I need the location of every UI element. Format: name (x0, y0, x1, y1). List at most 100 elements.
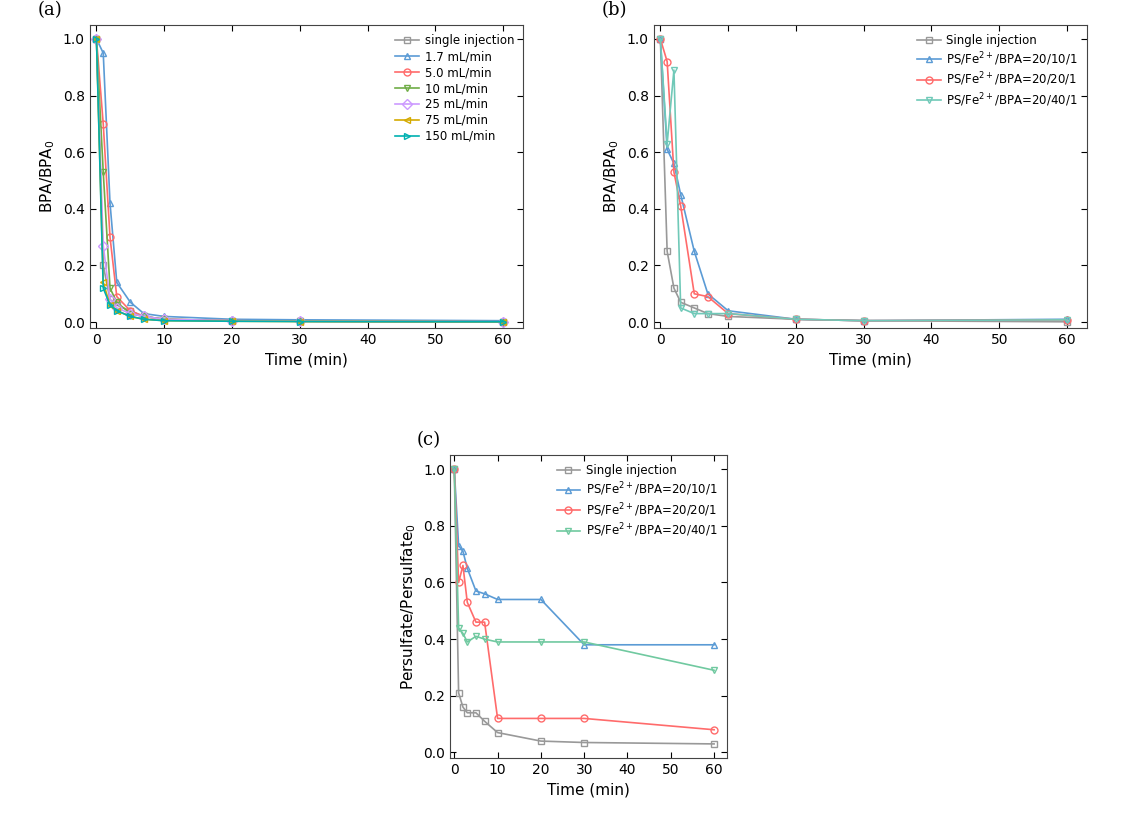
Line: single injection: single injection (93, 35, 507, 325)
PS/Fe$^{2+}$/BPA=20/20/1 (577, 714, 591, 723)
single injection (137, 311, 150, 321)
5.0 mL/min (103, 232, 117, 242)
Line: Single injection: Single injection (451, 466, 717, 747)
150 mL/min (497, 317, 510, 327)
PS/Fe$^{2+}$/BPA=20/40/1 (654, 34, 667, 44)
PS/Fe$^{2+}$/BPA=20/10/1 (478, 589, 491, 599)
Text: (a): (a) (38, 1, 63, 19)
75 mL/min (137, 314, 150, 324)
75 mL/min (158, 316, 172, 325)
75 mL/min (293, 316, 306, 326)
Single injection (701, 309, 714, 319)
10 mL/min (103, 283, 117, 293)
25 mL/min (497, 317, 510, 327)
Single injection (1060, 317, 1074, 327)
PS/Fe$^{2+}$/BPA=20/20/1 (789, 314, 803, 324)
150 mL/min (90, 34, 103, 44)
Line: PS/Fe$^{2+}$/BPA=20/10/1: PS/Fe$^{2+}$/BPA=20/10/1 (451, 466, 717, 648)
PS/Fe$^{2+}$/BPA=20/20/1 (447, 464, 461, 474)
25 mL/min (110, 303, 123, 313)
PS/Fe$^{2+}$/BPA=20/40/1 (447, 464, 461, 474)
Single injection (687, 303, 701, 313)
10 mL/min (293, 316, 306, 326)
PS/Fe$^{2+}$/BPA=20/10/1 (667, 158, 680, 168)
X-axis label: Time (min): Time (min) (547, 783, 630, 798)
single injection (293, 316, 306, 326)
PS/Fe$^{2+}$/BPA=20/40/1 (856, 316, 870, 325)
PS/Fe$^{2+}$/BPA=20/20/1 (452, 578, 465, 588)
150 mL/min (137, 314, 150, 324)
1.7 mL/min (90, 34, 103, 44)
1.7 mL/min (225, 314, 239, 324)
Single injection (660, 246, 674, 256)
Single injection (535, 736, 548, 746)
PS/Fe$^{2+}$/BPA=20/40/1 (577, 637, 591, 647)
10 mL/min (90, 34, 103, 44)
PS/Fe$^{2+}$/BPA=20/10/1 (654, 34, 667, 44)
Line: 1.7 mL/min: 1.7 mL/min (93, 35, 507, 324)
75 mL/min (103, 300, 117, 310)
PS/Fe$^{2+}$/BPA=20/40/1 (707, 665, 721, 675)
Text: (c): (c) (417, 431, 441, 449)
PS/Fe$^{2+}$/BPA=20/20/1 (470, 617, 483, 627)
10 mL/min (137, 311, 150, 321)
75 mL/min (96, 278, 110, 288)
PS/Fe$^{2+}$/BPA=20/10/1 (674, 190, 687, 199)
Y-axis label: Persulfate/Persulfate$_0$: Persulfate/Persulfate$_0$ (399, 523, 417, 690)
Line: 10 mL/min: 10 mL/min (93, 35, 507, 325)
Single injection (856, 316, 870, 325)
Legend: Single injection, PS/Fe$^{2+}$/BPA=20/10/1, PS/Fe$^{2+}$/BPA=20/20/1, PS/Fe$^{2+: Single injection, PS/Fe$^{2+}$/BPA=20/10… (914, 30, 1082, 112)
PS/Fe$^{2+}$/BPA=20/20/1 (687, 289, 701, 299)
25 mL/min (103, 294, 117, 304)
25 mL/min (123, 309, 137, 319)
1.7 mL/min (497, 316, 510, 325)
PS/Fe$^{2+}$/BPA=20/10/1 (470, 586, 483, 596)
single injection (497, 317, 510, 327)
Single injection (667, 283, 680, 293)
Single injection (461, 708, 474, 718)
150 mL/min (158, 316, 172, 325)
Line: 5.0 mL/min: 5.0 mL/min (93, 35, 507, 325)
Line: 75 mL/min: 75 mL/min (93, 35, 507, 325)
PS/Fe$^{2+}$/BPA=20/10/1 (660, 144, 674, 154)
Line: 150 mL/min: 150 mL/min (93, 35, 507, 325)
PS/Fe$^{2+}$/BPA=20/10/1 (856, 316, 870, 325)
5.0 mL/min (225, 316, 239, 325)
PS/Fe$^{2+}$/BPA=20/20/1 (722, 309, 735, 319)
PS/Fe$^{2+}$/BPA=20/20/1 (478, 617, 491, 627)
150 mL/min (123, 311, 137, 321)
Single injection (478, 716, 491, 726)
PS/Fe$^{2+}$/BPA=20/10/1 (1060, 314, 1074, 324)
Single injection (674, 297, 687, 307)
PS/Fe$^{2+}$/BPA=20/10/1 (687, 246, 701, 256)
PS/Fe$^{2+}$/BPA=20/20/1 (701, 292, 714, 302)
Single injection (789, 314, 803, 324)
PS/Fe$^{2+}$/BPA=20/10/1 (701, 289, 714, 299)
Line: PS/Fe$^{2+}$/BPA=20/20/1: PS/Fe$^{2+}$/BPA=20/20/1 (451, 466, 717, 733)
single injection (103, 294, 117, 304)
PS/Fe$^{2+}$/BPA=20/10/1 (447, 464, 461, 474)
Line: PS/Fe$^{2+}$/BPA=20/40/1: PS/Fe$^{2+}$/BPA=20/40/1 (451, 466, 717, 674)
PS/Fe$^{2+}$/BPA=20/10/1 (461, 564, 474, 574)
Y-axis label: BPA/BPA$_0$: BPA/BPA$_0$ (602, 139, 621, 213)
PS/Fe$^{2+}$/BPA=20/20/1 (535, 714, 548, 723)
150 mL/min (110, 306, 123, 316)
5.0 mL/min (158, 314, 172, 324)
Legend: Single injection, PS/Fe$^{2+}$/BPA=20/10/1, PS/Fe$^{2+}$/BPA=20/20/1, PS/Fe$^{2+: Single injection, PS/Fe$^{2+}$/BPA=20/10… (553, 461, 721, 543)
5.0 mL/min (123, 306, 137, 316)
single injection (90, 34, 103, 44)
PS/Fe$^{2+}$/BPA=20/20/1 (674, 201, 687, 211)
PS/Fe$^{2+}$/BPA=20/40/1 (491, 637, 504, 647)
PS/Fe$^{2+}$/BPA=20/20/1 (1060, 315, 1074, 325)
Y-axis label: BPA/BPA$_0$: BPA/BPA$_0$ (38, 139, 57, 213)
25 mL/min (158, 314, 172, 324)
25 mL/min (225, 316, 239, 325)
75 mL/min (225, 316, 239, 326)
PS/Fe$^{2+}$/BPA=20/10/1 (491, 595, 504, 605)
PS/Fe$^{2+}$/BPA=20/40/1 (660, 138, 674, 148)
single injection (225, 316, 239, 325)
25 mL/min (90, 34, 103, 44)
25 mL/min (137, 311, 150, 321)
PS/Fe$^{2+}$/BPA=20/10/1 (707, 640, 721, 650)
75 mL/min (497, 317, 510, 327)
